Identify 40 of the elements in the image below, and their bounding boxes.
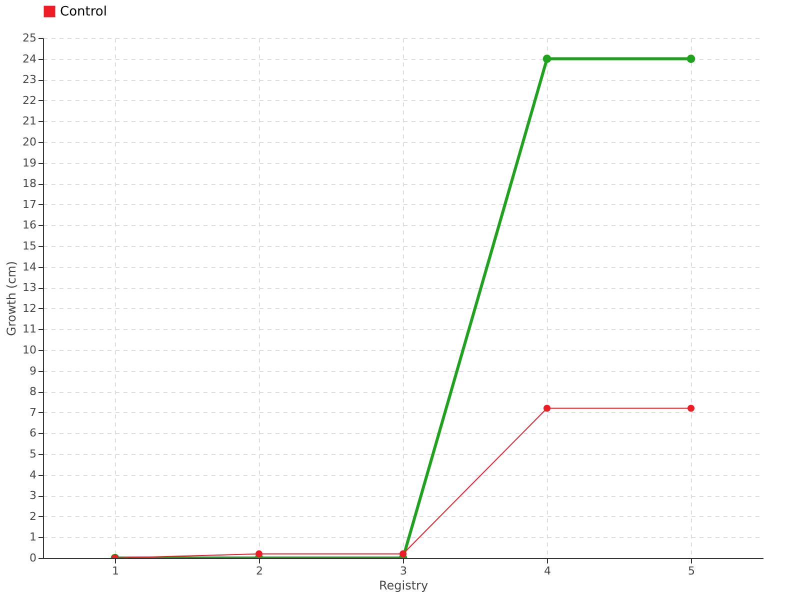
y-tick-label: 17 [22, 198, 36, 211]
y-tick-label: 0 [30, 552, 36, 564]
x-tick-label: 4 [544, 564, 551, 578]
point [686, 54, 696, 63]
y-tick-label: 13 [22, 281, 36, 294]
y-tick-label: 11 [22, 322, 36, 336]
y-tick-label: 22 [22, 94, 36, 107]
y-tick-label: 8 [30, 385, 36, 398]
y-tick-label: 10 [22, 344, 36, 356]
y-tick-label: 4 [30, 468, 36, 482]
y-tick-label: 9 [30, 364, 36, 378]
y-tick-label: 5 [30, 448, 36, 460]
y-tick-label: 3 [30, 489, 36, 502]
y-tick-label: 25 [22, 32, 36, 44]
y-tick-label: 20 [22, 136, 36, 148]
y-tick-label: 12 [22, 302, 36, 315]
y-tick-label: 21 [22, 114, 36, 128]
x-axis-title: Registry [378, 578, 428, 592]
y-tick-label: 15 [22, 240, 36, 252]
y-axis-title: Growth (cm) [4, 261, 19, 336]
y-tick-label: 7 [30, 406, 36, 419]
y-tick-label: 1 [30, 530, 36, 544]
point [399, 550, 407, 558]
y-tick-label: 24 [22, 52, 36, 66]
point [542, 54, 552, 63]
point [255, 550, 263, 558]
point [543, 404, 551, 412]
y-tick-label: 6 [30, 426, 36, 440]
x-tick-label: 3 [400, 564, 407, 578]
y-tick-label: 19 [22, 156, 36, 170]
y-tick-label: 18 [22, 177, 36, 190]
x-tick-label: 1 [112, 564, 119, 578]
point [687, 404, 695, 412]
y-tick-label: 16 [22, 218, 36, 232]
legend-label: Control [60, 4, 107, 20]
y-tick-label: 2 [30, 510, 36, 523]
x-tick-label: 2 [256, 564, 263, 578]
x-tick-label: 5 [688, 564, 695, 578]
y-tick-label: 14 [22, 260, 36, 274]
y-tick-label: 23 [22, 73, 36, 86]
